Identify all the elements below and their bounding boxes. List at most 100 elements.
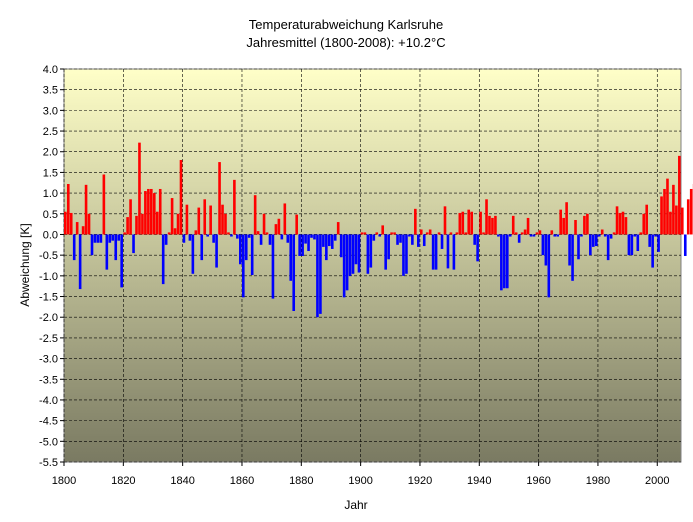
bar-1874 — [283, 203, 287, 235]
bar-2009 — [683, 234, 687, 256]
bar-1963 — [547, 234, 551, 298]
y-tick-label: 1.5 — [43, 167, 58, 179]
grid-lines — [63, 68, 681, 463]
bar-1890 — [330, 234, 334, 249]
y-tick-label: -1.5 — [39, 292, 58, 304]
bar-1868 — [265, 232, 269, 235]
bar-1884 — [313, 234, 316, 240]
bar-1913 — [399, 234, 402, 243]
x-tick-label: 1860 — [230, 475, 254, 487]
bar-1941 — [482, 232, 485, 235]
bar-1876 — [289, 234, 293, 281]
bar-1814 — [105, 234, 109, 270]
bar-1897 — [351, 234, 355, 274]
bar-1819 — [120, 234, 123, 288]
bar-1856 — [230, 234, 233, 237]
y-axis-ticks: 4.0 3.5 3.0 2.5 2.0 1.5 1.0 0.5 0.0 -0.5 -1.0 -1.5 -… — [39, 64, 64, 469]
bar-1978 — [592, 234, 595, 247]
x-tick-label: 1960 — [526, 475, 550, 487]
chart-subtitle: Jahresmittel (1800-2008): +10.2°C — [246, 35, 445, 50]
y-tick-label: -4.0 — [39, 395, 58, 407]
y-tick-label: 0.0 — [43, 229, 58, 241]
bar-2005 — [672, 184, 675, 235]
bar-1956 — [526, 217, 530, 235]
bar-1955 — [523, 229, 527, 235]
bar-1850 — [212, 234, 215, 243]
bar-1933 — [458, 212, 462, 235]
bar-1994 — [639, 232, 643, 235]
bar-1940 — [479, 211, 482, 235]
bar-1838 — [176, 213, 180, 235]
bar-2011 — [689, 188, 693, 235]
bar-1845 — [197, 207, 201, 235]
bar-1931 — [452, 234, 456, 270]
bar-1828 — [147, 188, 150, 235]
bar-1998 — [651, 234, 654, 268]
bar-1980 — [597, 234, 601, 237]
bar-1922 — [425, 232, 429, 235]
bar-1894 — [342, 234, 346, 298]
bar-1993 — [636, 234, 640, 252]
bar-1846 — [200, 234, 204, 261]
bar-1909 — [387, 234, 390, 260]
bar-1830 — [152, 193, 156, 235]
bar-1971 — [571, 234, 574, 281]
bar-1864 — [253, 195, 257, 235]
bar-1958 — [532, 234, 536, 237]
bar-1872 — [277, 218, 281, 235]
bar-1962 — [544, 234, 548, 266]
bar-1990 — [627, 234, 631, 256]
bar-1944 — [491, 217, 494, 235]
bar-1892 — [336, 222, 340, 235]
x-tick-label: 1820 — [111, 475, 135, 487]
x-tick-label: 1840 — [170, 475, 194, 487]
bar-1977 — [589, 234, 592, 256]
bar-1910 — [390, 232, 393, 235]
bar-1900 — [360, 232, 364, 235]
bar-1984 — [609, 234, 613, 239]
x-axis-ticks: 1800 1820 1840 1860 1880 1900 1920 1940 1960 1980… — [52, 462, 670, 487]
bar-2001 — [660, 196, 663, 235]
plot-area — [63, 68, 682, 463]
bar-1960 — [538, 230, 542, 235]
bar-1959 — [535, 232, 539, 235]
bar-1818 — [117, 234, 120, 241]
bar-1989 — [624, 217, 628, 235]
bar-2010 — [686, 199, 690, 235]
bar-1908 — [384, 234, 387, 270]
bar-2004 — [669, 211, 672, 235]
bar-1855 — [227, 232, 230, 235]
bar-1986 — [615, 206, 619, 235]
bar-1915 — [405, 234, 408, 274]
bar-1948 — [503, 234, 506, 289]
bar-1805 — [78, 234, 82, 290]
bar-1937 — [470, 211, 473, 235]
bar-1857 — [233, 179, 236, 235]
bar-1833 — [161, 234, 165, 285]
y-tick-label: -4.5 — [39, 416, 58, 428]
bar-1871 — [274, 224, 278, 235]
bar-1924 — [431, 234, 435, 270]
bar-1985 — [612, 232, 616, 235]
bar-1907 — [381, 225, 385, 235]
bar-1810 — [93, 234, 97, 243]
bar-1865 — [256, 231, 260, 235]
bar-1942 — [485, 199, 488, 235]
bar-1825 — [138, 142, 141, 235]
bar-1938 — [473, 234, 476, 245]
bar-1893 — [339, 234, 343, 258]
bar-1804 — [75, 222, 79, 235]
bar-1867 — [262, 213, 266, 235]
y-tick-label: -5.0 — [39, 436, 58, 448]
bar-1852 — [218, 162, 221, 235]
bar-1822 — [129, 199, 132, 235]
bar-1807 — [84, 184, 88, 235]
bar-1877 — [292, 234, 296, 311]
bar-1895 — [345, 234, 349, 291]
bar-1806 — [81, 226, 85, 235]
bar-1840 — [182, 234, 186, 243]
bar-1973 — [577, 234, 580, 260]
bar-1997 — [648, 234, 651, 247]
bar-1835 — [167, 232, 171, 235]
bar-1891 — [333, 234, 337, 241]
